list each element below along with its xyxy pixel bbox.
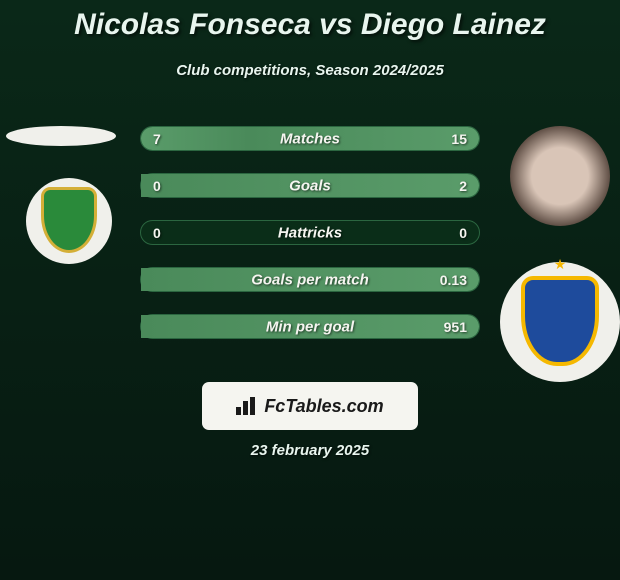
stat-value-right: 2 (459, 178, 467, 194)
player-left-avatar (6, 126, 116, 146)
club-right-badge: ★ (500, 262, 620, 382)
stat-row: 0 Goals 2 (140, 173, 480, 198)
leon-shield-icon (41, 187, 97, 253)
stats-panel: 7 Matches 15 0 Goals 2 0 Hattricks 0 Goals per ma… (140, 126, 480, 361)
stat-value-right: 0 (459, 225, 467, 241)
club-left-badge (26, 178, 112, 264)
stat-label: Matches (280, 130, 340, 147)
stat-value-right: 951 (444, 319, 467, 335)
chart-icon (236, 397, 258, 415)
stat-value-right: 15 (451, 131, 467, 147)
tigres-shield-icon (521, 276, 599, 366)
stat-label: Hattricks (278, 224, 342, 241)
tigres-star-icon: ★ (554, 256, 567, 273)
stat-label: Min per goal (266, 318, 354, 335)
stat-row: Min per goal 951 (140, 314, 480, 339)
stat-label: Goals (289, 177, 331, 194)
date-label: 23 february 2025 (251, 442, 369, 459)
page-subtitle: Club competitions, Season 2024/2025 (0, 62, 620, 79)
site-logo[interactable]: FcTables.com (202, 382, 418, 430)
stat-row: 0 Hattricks 0 (140, 220, 480, 245)
player-right-avatar (510, 126, 610, 226)
stat-value-right: 0.13 (440, 272, 467, 288)
stat-value-left: 7 (153, 131, 161, 147)
stat-value-left: 0 (153, 178, 161, 194)
stat-label: Goals per match (251, 271, 369, 288)
page-title: Nicolas Fonseca vs Diego Lainez (0, 0, 620, 42)
site-name: FcTables.com (264, 396, 383, 417)
stat-row: 7 Matches 15 (140, 126, 480, 151)
stat-value-left: 0 (153, 225, 161, 241)
stat-row: Goals per match 0.13 (140, 267, 480, 292)
